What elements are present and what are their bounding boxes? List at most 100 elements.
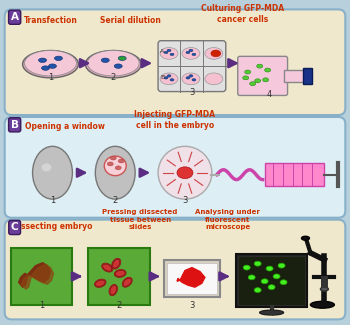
Ellipse shape	[33, 146, 72, 199]
Ellipse shape	[243, 265, 250, 270]
Text: Culturing GFP-MDA
cancer cells: Culturing GFP-MDA cancer cells	[201, 4, 284, 24]
Ellipse shape	[49, 64, 56, 68]
Text: 1: 1	[39, 301, 44, 310]
Text: A: A	[160, 49, 164, 54]
Text: 1: 1	[48, 73, 53, 82]
Text: 4: 4	[267, 90, 272, 99]
Ellipse shape	[114, 269, 126, 278]
Ellipse shape	[115, 166, 121, 170]
Ellipse shape	[245, 70, 251, 74]
Bar	[238, 256, 306, 305]
Ellipse shape	[118, 159, 124, 163]
FancyBboxPatch shape	[5, 220, 345, 319]
Ellipse shape	[114, 64, 122, 68]
Ellipse shape	[248, 275, 255, 280]
Ellipse shape	[160, 73, 178, 85]
Ellipse shape	[192, 79, 196, 81]
FancyBboxPatch shape	[158, 41, 226, 92]
Ellipse shape	[211, 50, 221, 57]
Ellipse shape	[85, 50, 141, 78]
Text: C: C	[11, 223, 19, 232]
Ellipse shape	[189, 49, 193, 52]
Ellipse shape	[164, 77, 168, 79]
Text: Serial dilution: Serial dilution	[100, 16, 161, 25]
FancyBboxPatch shape	[5, 117, 345, 218]
Ellipse shape	[243, 76, 249, 80]
Polygon shape	[19, 263, 50, 287]
Ellipse shape	[189, 75, 193, 77]
Text: Pressing dissected
tissue between
slides: Pressing dissected tissue between slides	[103, 209, 178, 230]
Text: 3: 3	[189, 88, 195, 98]
Bar	[10, 248, 72, 305]
Ellipse shape	[42, 66, 49, 70]
Text: B: B	[10, 120, 19, 130]
Bar	[284, 70, 306, 82]
Text: Transfection: Transfection	[23, 16, 77, 25]
Ellipse shape	[254, 261, 261, 266]
Text: 4: 4	[269, 308, 274, 318]
Ellipse shape	[260, 310, 284, 315]
Ellipse shape	[170, 79, 174, 81]
Ellipse shape	[110, 156, 116, 160]
Ellipse shape	[257, 64, 262, 68]
Text: A: A	[10, 12, 19, 22]
Ellipse shape	[167, 49, 171, 52]
Ellipse shape	[278, 263, 285, 268]
Ellipse shape	[102, 263, 113, 272]
Text: Analysing under
fluorescent
microscope: Analysing under fluorescent microscope	[195, 209, 260, 230]
Ellipse shape	[94, 279, 106, 287]
Bar	[265, 163, 324, 187]
Ellipse shape	[88, 50, 139, 76]
FancyBboxPatch shape	[238, 56, 288, 96]
Ellipse shape	[177, 167, 193, 179]
Ellipse shape	[25, 50, 76, 76]
Bar	[88, 248, 150, 305]
Bar	[236, 254, 307, 307]
Ellipse shape	[255, 79, 261, 83]
Ellipse shape	[273, 274, 280, 279]
Ellipse shape	[182, 47, 200, 59]
Ellipse shape	[205, 47, 223, 59]
Ellipse shape	[104, 156, 126, 176]
Ellipse shape	[254, 288, 261, 292]
Ellipse shape	[250, 82, 256, 86]
Ellipse shape	[320, 287, 328, 291]
Ellipse shape	[182, 73, 200, 85]
Ellipse shape	[118, 56, 126, 60]
Ellipse shape	[301, 236, 309, 240]
Ellipse shape	[205, 73, 223, 85]
Ellipse shape	[164, 51, 168, 54]
Ellipse shape	[95, 146, 135, 199]
Ellipse shape	[170, 53, 174, 56]
Ellipse shape	[167, 75, 171, 77]
Ellipse shape	[122, 277, 132, 287]
Ellipse shape	[23, 50, 78, 78]
Text: 1: 1	[50, 196, 55, 205]
Ellipse shape	[186, 51, 190, 54]
Ellipse shape	[101, 58, 109, 62]
Ellipse shape	[160, 47, 178, 59]
Ellipse shape	[268, 285, 275, 290]
Ellipse shape	[104, 163, 114, 171]
Ellipse shape	[38, 58, 47, 62]
Text: Injecting GFP-MDA
cell in the embryo: Injecting GFP-MDA cell in the embryo	[134, 110, 216, 130]
Ellipse shape	[192, 53, 196, 56]
Text: Dissecting embryo: Dissecting embryo	[12, 222, 93, 231]
Ellipse shape	[280, 280, 287, 285]
Ellipse shape	[42, 163, 51, 171]
Ellipse shape	[109, 284, 118, 296]
Ellipse shape	[261, 279, 268, 284]
Polygon shape	[22, 265, 54, 289]
Ellipse shape	[112, 258, 121, 269]
Ellipse shape	[186, 77, 190, 79]
Ellipse shape	[262, 78, 269, 82]
Bar	[164, 260, 220, 297]
Text: 2: 2	[113, 196, 118, 205]
Ellipse shape	[107, 162, 113, 166]
FancyBboxPatch shape	[5, 9, 345, 115]
Polygon shape	[177, 267, 205, 287]
Ellipse shape	[55, 56, 62, 60]
Text: 3: 3	[189, 301, 195, 310]
Ellipse shape	[158, 146, 212, 199]
Text: B: B	[160, 75, 164, 80]
